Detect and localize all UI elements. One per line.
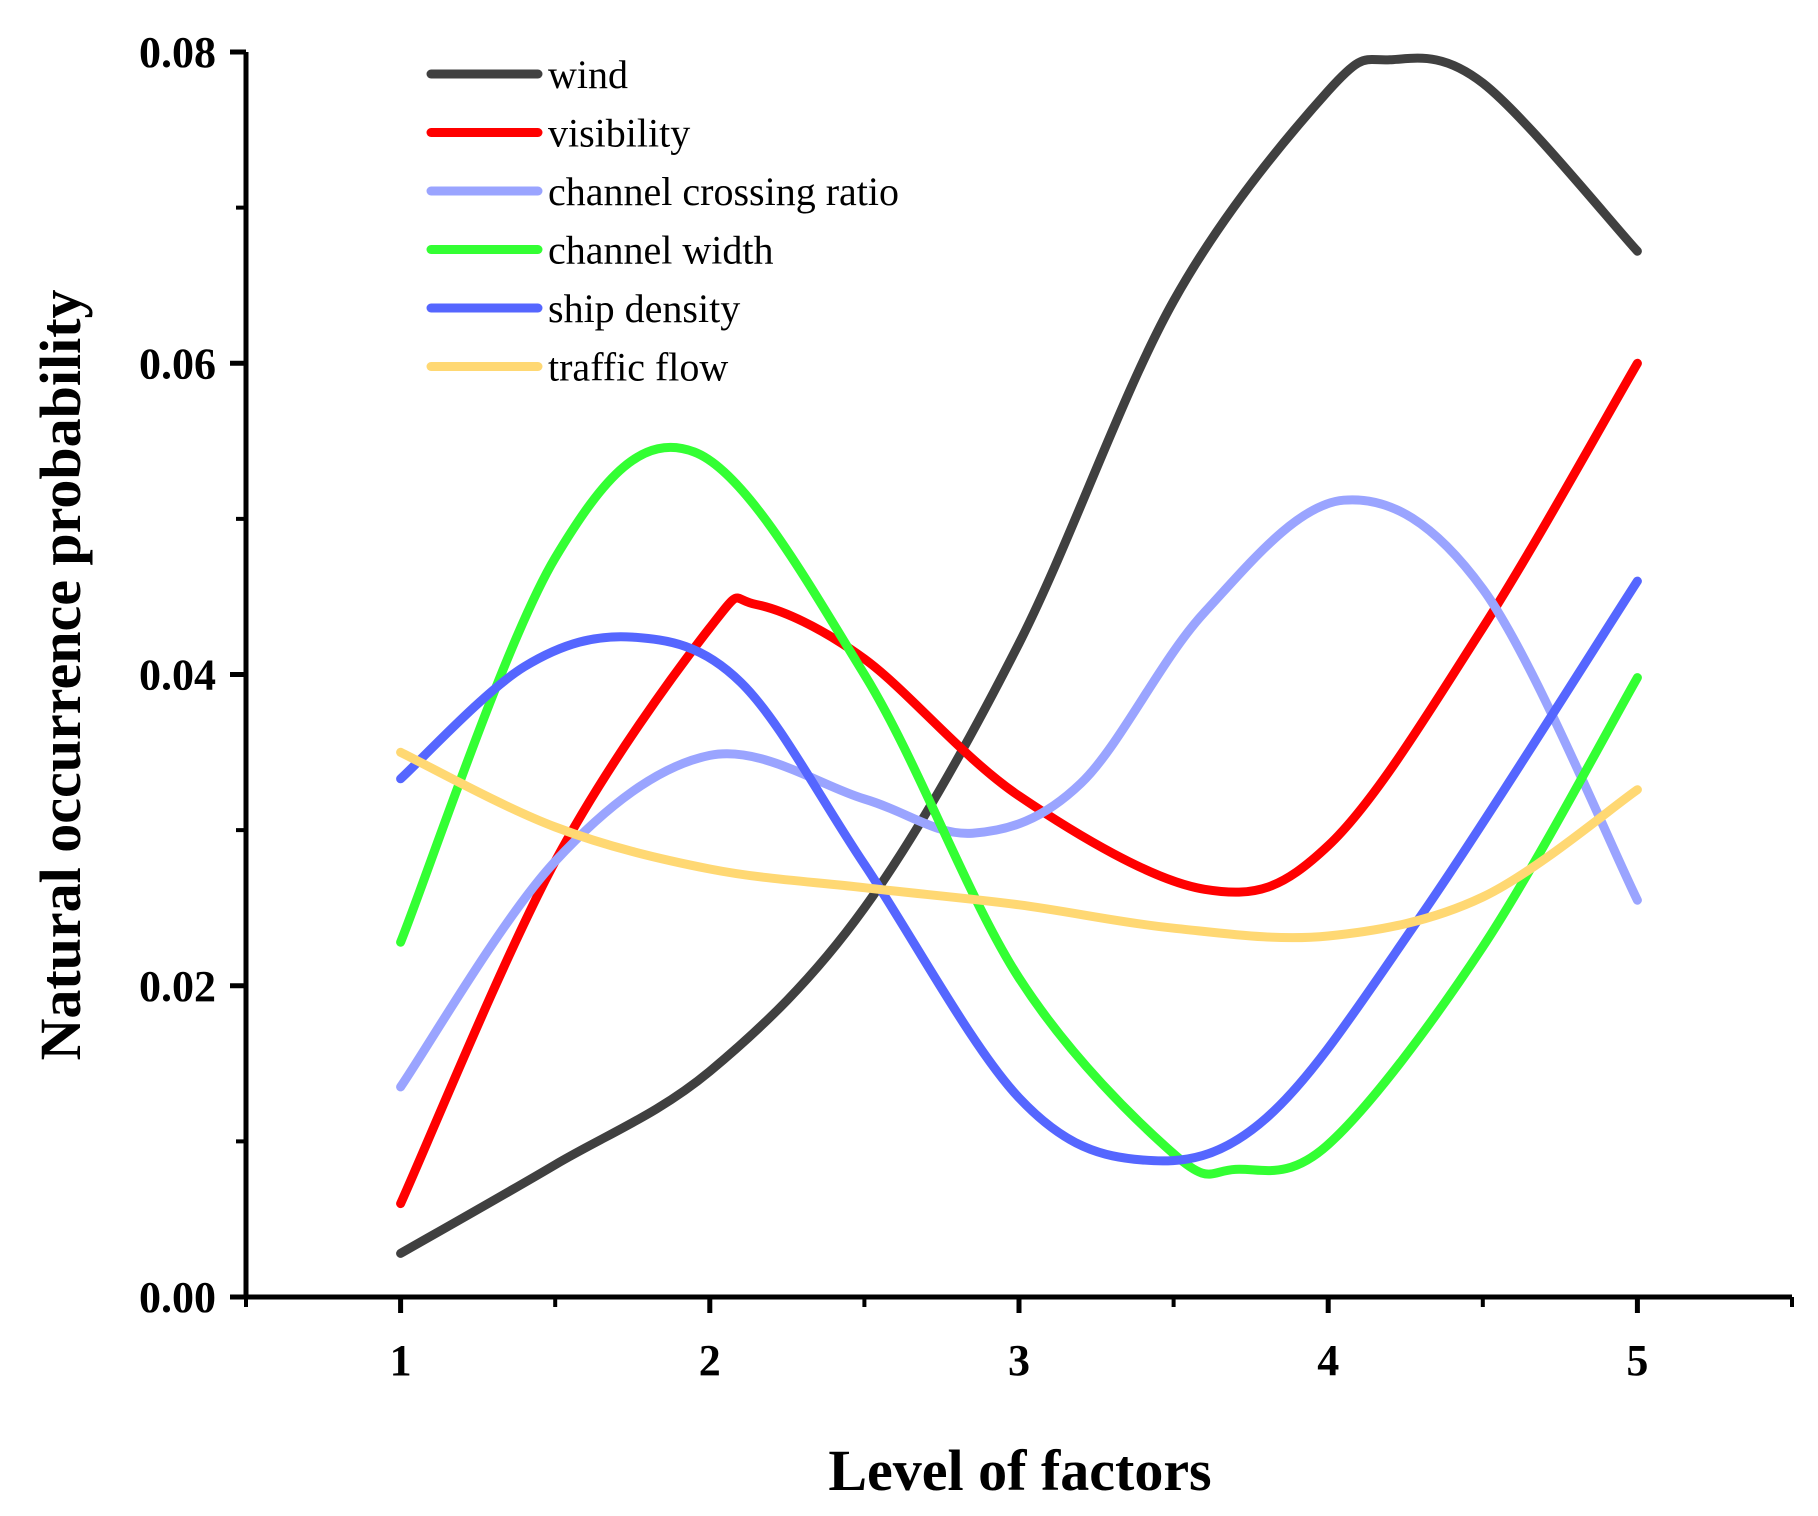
y-axis-title: Natural occurrence probability [28, 289, 93, 1060]
series-curves [396, 53, 1642, 1258]
y-axis-ticks: 0.00 0.02 0.04 0.06 0.08 [139, 28, 246, 1322]
series-line-channel-width [396, 443, 1642, 1179]
legend-label-wind: wind [548, 52, 628, 97]
x-axis-title: Level of factors [828, 1438, 1211, 1503]
y-tick-label: 0.06 [139, 339, 216, 388]
x-tick-label: 4 [1317, 1336, 1339, 1385]
legend-label-traffic-flow: traffic flow [548, 345, 728, 390]
y-tick-label: 0.02 [139, 962, 216, 1011]
x-axis-ticks: 1 2 3 4 5 [244, 1297, 1794, 1385]
series-line-traffic-flow [396, 747, 1642, 943]
legend-label-ship-density: ship density [548, 286, 740, 331]
x-tick-label: 3 [1008, 1336, 1030, 1385]
y-tick-label: 0.04 [139, 651, 216, 700]
series-line-ship-density [396, 576, 1642, 1166]
legend: wind visibility channel crossing ratio chan… [426, 52, 899, 390]
y-tick-label: 0.00 [139, 1273, 216, 1322]
legend-label-channel-width: channel width [548, 228, 774, 273]
x-tick-label: 2 [699, 1336, 721, 1385]
x-tick-label: 5 [1626, 1336, 1648, 1385]
legend-label-visibility: visibility [548, 111, 690, 156]
y-tick-label: 0.08 [139, 28, 216, 77]
series-line-wind [396, 53, 1642, 1258]
series-line-channel-crossing-ratio [396, 495, 1642, 1092]
series-line-visibility [396, 358, 1642, 1209]
x-tick-label: 1 [390, 1336, 412, 1385]
axes: 0.00 0.02 0.04 0.06 0.08 1 2 3 4 5 [139, 28, 1794, 1385]
legend-label-channel-crossing-ratio: channel crossing ratio [548, 169, 899, 214]
